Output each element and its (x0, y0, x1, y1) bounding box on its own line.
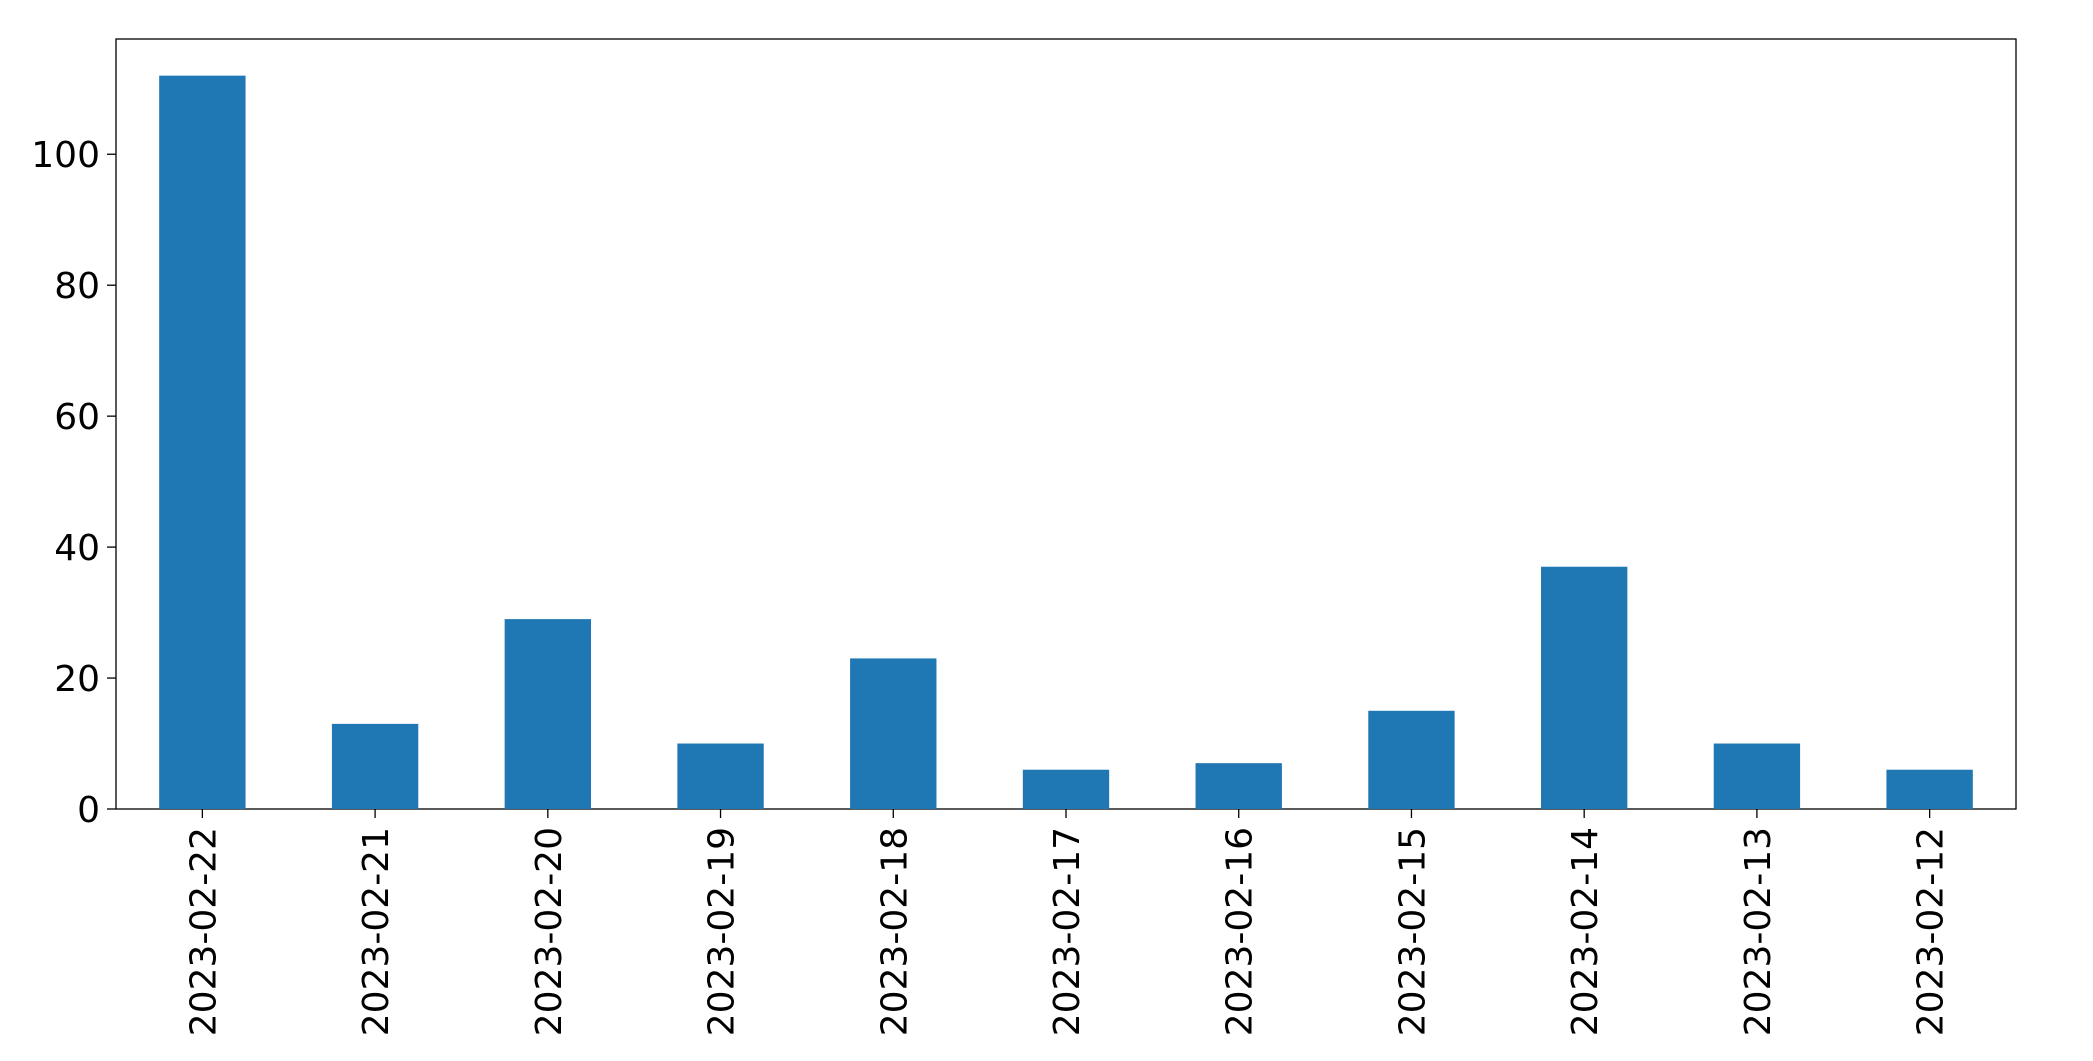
bar (331, 723, 419, 809)
x-tick-label: 2023-02-12 (1911, 827, 1952, 1036)
bar (1368, 710, 1455, 809)
bar (1713, 743, 1801, 809)
bar (1886, 769, 1973, 809)
x-tick-label: 2023-02-13 (1738, 827, 1779, 1036)
bar (677, 743, 764, 809)
y-tick-label: 60 (54, 397, 100, 438)
x-tick-label: 2023-02-20 (529, 827, 570, 1036)
bar (850, 658, 937, 809)
x-tick-label: 2023-02-14 (1565, 827, 1606, 1036)
x-tick-label: 2023-02-16 (1220, 827, 1261, 1036)
x-tick-label: 2023-02-21 (356, 827, 397, 1036)
y-tick-label: 20 (54, 659, 100, 700)
x-tick-label: 2023-02-19 (702, 827, 743, 1036)
bar (504, 619, 591, 809)
bar (1541, 566, 1628, 809)
y-tick-label: 0 (77, 790, 100, 831)
x-tick-label: 2023-02-17 (1047, 827, 1088, 1036)
x-tick-label: 2023-02-15 (1392, 827, 1433, 1036)
y-tick-label: 80 (54, 266, 100, 307)
bar (1022, 769, 1110, 809)
y-tick-label: 100 (31, 135, 100, 176)
x-tick-label: 2023-02-18 (874, 827, 915, 1036)
bar (159, 75, 246, 809)
plot-frame (115, 38, 2017, 810)
y-tick-label: 40 (54, 528, 100, 569)
x-tick-label: 2023-02-22 (183, 827, 224, 1036)
bar (1195, 763, 1282, 809)
